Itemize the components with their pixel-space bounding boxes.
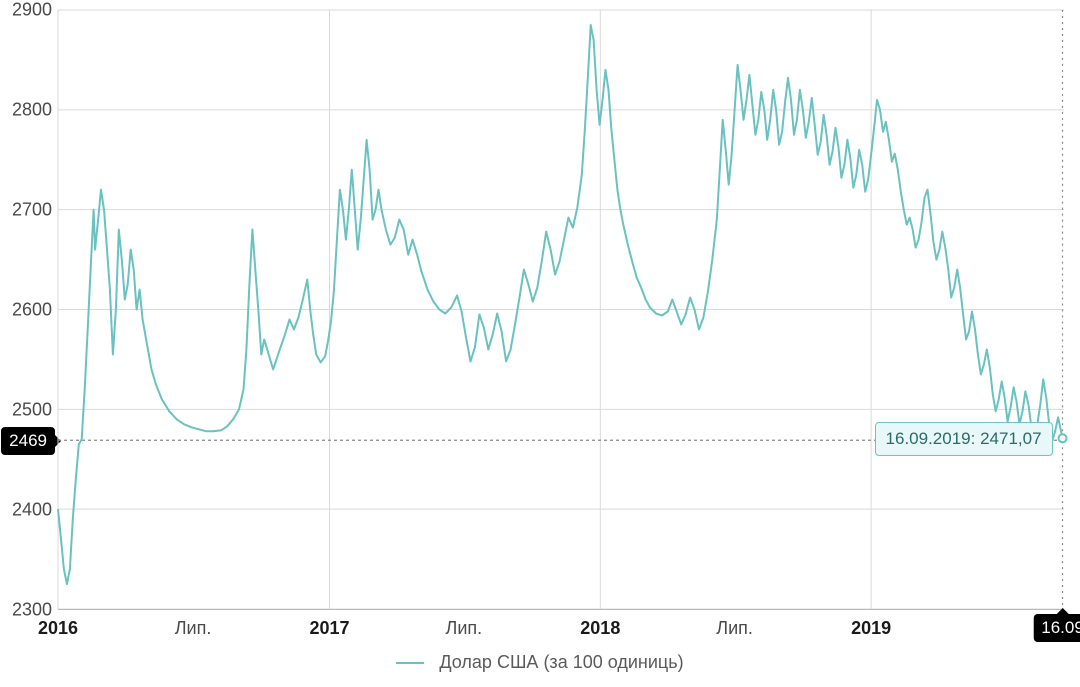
series-line: [58, 25, 1063, 584]
hover-tooltip: 16.09.2019: 2471,07: [875, 422, 1053, 456]
legend-line-icon: [396, 662, 424, 664]
x-tick-label: Лип.: [446, 618, 483, 639]
legend-label: Долар США (за 100 одиниць): [439, 652, 683, 672]
x-tick-label: Лип.: [175, 618, 212, 639]
x-tick-label: Лип.: [716, 618, 753, 639]
y-axis-marker: 2469: [1, 427, 55, 455]
x-axis-marker: 16.09: [1033, 614, 1080, 642]
x-axis: 2016Лип.2017Лип.2018Лип.201916.09: [58, 612, 1064, 648]
x-tick-label: 2016: [38, 618, 78, 639]
y-tick-label: 2800: [12, 100, 52, 121]
y-tick-label: 2500: [12, 400, 52, 421]
chart-legend: Долар США (за 100 одиниць): [0, 652, 1080, 673]
plot-area[interactable]: 16.09.2019: 2471,07: [58, 10, 1064, 610]
cursor-dot-icon: [1059, 434, 1067, 442]
x-tick-label: 2019: [851, 618, 891, 639]
y-axis: 23002400250026002700280029002469: [0, 0, 58, 620]
exchange-rate-chart: 23002400250026002700280029002469 16.09.2…: [0, 0, 1080, 687]
x-tick-label: 2017: [309, 618, 349, 639]
x-tick-label: 2018: [580, 618, 620, 639]
y-tick-label: 2900: [12, 0, 52, 21]
y-tick-label: 2700: [12, 200, 52, 221]
tooltip-text: 16.09.2019: 2471,07: [886, 429, 1042, 448]
y-tick-label: 2600: [12, 300, 52, 321]
y-tick-label: 2400: [12, 500, 52, 521]
